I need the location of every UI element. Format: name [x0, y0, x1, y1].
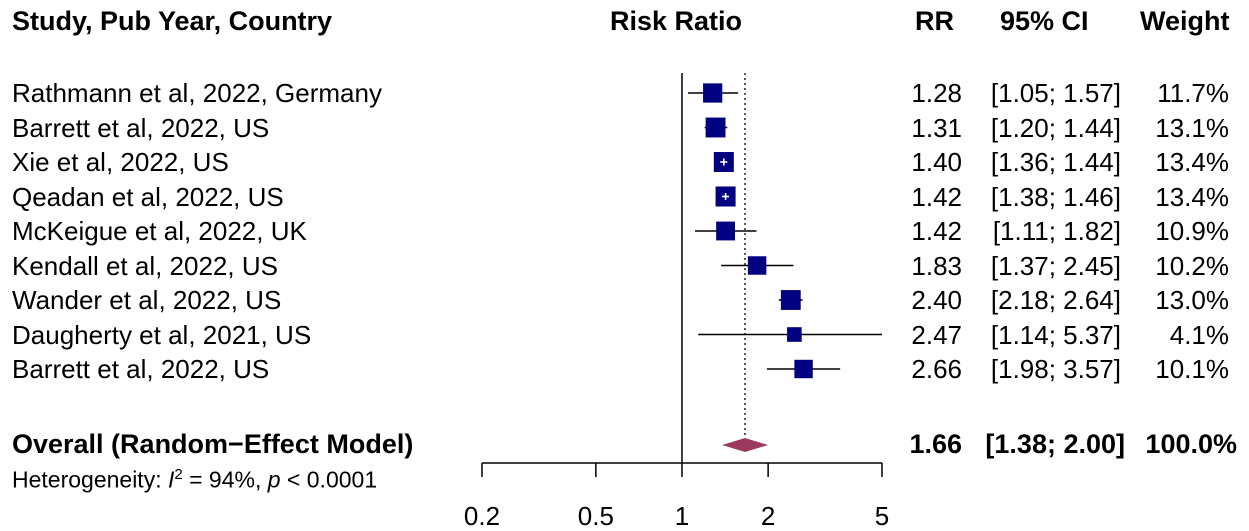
study-label: Wander et al, 2022, US: [12, 285, 282, 315]
study-weight-value: 13.1%: [1155, 112, 1229, 143]
x-axis-tick-label: 1: [675, 501, 689, 531]
study-rr-value: 1.42: [911, 181, 962, 212]
study-weight-value: 13.4%: [1155, 181, 1229, 212]
study-marker: [716, 221, 735, 241]
study-rr-value: 1.40: [911, 147, 962, 177]
study-label: Xie et al, 2022, US: [12, 147, 229, 177]
header-risk-ratio: Risk Ratio: [610, 6, 743, 36]
study-weight-value: 10.2%: [1155, 250, 1229, 281]
study-ci-value: [2.18; 2.64]: [990, 285, 1121, 315]
study-marker: [747, 256, 767, 275]
study-ci-value: [1.20; 1.44]: [990, 112, 1121, 143]
study-rr-value: 2.47: [911, 319, 962, 350]
p-symbol: p: [267, 466, 281, 493]
i-squared-superscript: 2: [174, 466, 183, 483]
p-value: < 0.0001: [280, 466, 378, 493]
study-ci-value: [1.11; 1.82]: [992, 216, 1121, 246]
overall-rr-value: 1.66: [909, 429, 962, 459]
study-rr-value: 2.66: [911, 354, 962, 384]
header-rr: RR: [915, 6, 954, 36]
overall-label: Overall (Random−Effect Model): [12, 429, 414, 459]
header-ci: 95% CI: [1000, 6, 1089, 36]
header-study: Study, Pub Year, Country: [12, 6, 333, 36]
study-label: Daugherty et al, 2021, US: [12, 319, 312, 350]
study-weight-value: 13.0%: [1155, 285, 1229, 315]
i-squared-symbol: I: [167, 466, 175, 493]
x-axis-tick-label: 5: [875, 501, 889, 531]
study-rr-value: 1.42: [911, 216, 962, 246]
study-marker: [787, 327, 802, 342]
study-label: Qeadan et al, 2022, US: [12, 181, 284, 212]
study-label: McKeigue et al, 2022, UK: [12, 216, 307, 246]
study-marker: [705, 117, 726, 138]
study-ci-value: [1.98; 3.57]: [990, 354, 1121, 384]
study-ci-value: [1.38; 1.46]: [990, 181, 1121, 212]
x-axis-tick-label: 0.5: [578, 501, 614, 531]
study-marker: [780, 290, 801, 310]
study-label: Rathmann et al, 2022, Germany: [12, 78, 382, 108]
study-weight-value: 10.9%: [1155, 216, 1229, 246]
study-ci-value: [1.14; 5.37]: [990, 319, 1121, 350]
study-ci-value: [1.36; 1.44]: [990, 147, 1121, 177]
study-ci-value: [1.05; 1.57]: [990, 78, 1121, 108]
study-label: Barrett et al, 2022, US: [12, 354, 270, 384]
study-label: Barrett et al, 2022, US: [12, 112, 270, 143]
study-rr-value: 2.40: [911, 285, 962, 315]
study-weight-value: 4.1%: [1169, 319, 1229, 350]
header-weight: Weight: [1140, 6, 1230, 36]
i-squared-value: = 94%,: [182, 466, 268, 493]
overall-weight-value: 100.0%: [1145, 429, 1237, 459]
x-axis-tick-label: 2: [761, 501, 775, 531]
study-rr-value: 1.31: [911, 112, 962, 143]
study-marker: [794, 359, 813, 379]
overall-diamond: [722, 438, 769, 452]
study-weight-value: 13.4%: [1155, 147, 1229, 177]
study-rr-value: 1.28: [911, 78, 962, 108]
study-label: Kendall et al, 2022, US: [12, 250, 278, 281]
study-ci-value: [1.37; 2.45]: [990, 250, 1121, 281]
study-weight-value: 10.1%: [1155, 354, 1229, 384]
overall-ci-value: [1.38; 2.00]: [985, 429, 1125, 459]
x-axis-tick-label: 0.2: [464, 501, 500, 531]
study-marker: [703, 83, 723, 103]
heterogeneity-text: Heterogeneity: I2 = 94%, p < 0.0001: [12, 466, 377, 494]
heterogeneity-prefix: Heterogeneity:: [12, 466, 168, 493]
study-weight-value: 11.7%: [1157, 78, 1229, 108]
study-rr-value: 1.83: [911, 250, 962, 281]
